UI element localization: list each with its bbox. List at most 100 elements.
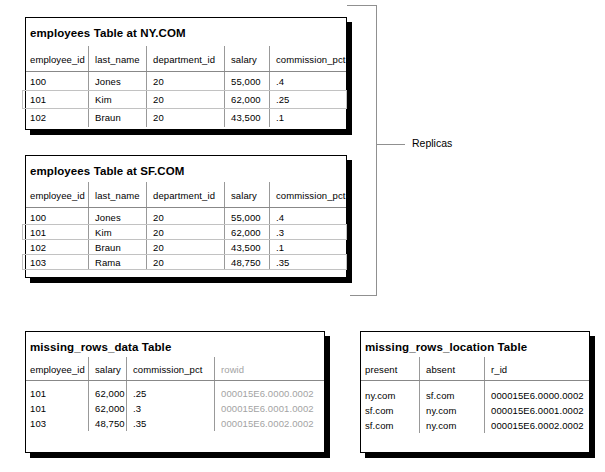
table-cell: 103: [26, 416, 88, 431]
header-gap: [485, 380, 589, 388]
header-underline: [26, 71, 346, 72]
table-cell: 000015E6.0002.0002: [215, 416, 324, 431]
table-grid: presentny.comsf.comsf.comabsentsf.comny.…: [361, 357, 589, 433]
header-underline: [26, 380, 324, 381]
header-underline: [361, 380, 589, 381]
table-cell: 20: [147, 210, 224, 225]
table-cell: sf.com: [420, 388, 484, 403]
column-header: r_id: [485, 357, 589, 380]
column-header: employee_id: [26, 357, 88, 380]
table-cell: .3: [127, 401, 214, 416]
table-employees-sf: employees Table at SF.COM employee_id 100…: [25, 155, 347, 278]
table-cell: 62,000: [225, 225, 269, 240]
table-cell: Braun: [89, 109, 146, 127]
replicas-label: Replicas: [412, 137, 452, 150]
column-header: rowid: [215, 357, 324, 380]
table-cell: .35: [270, 255, 346, 270]
table-cell: Kim: [89, 225, 146, 240]
table-missing-rows-data: missing_rows_data Table employee_id10110…: [25, 331, 325, 453]
table-cell: sf.com: [361, 418, 419, 433]
column-header: commission_pct: [127, 357, 214, 380]
table-cell: 000015E6.0001.0002: [215, 401, 324, 416]
table-missing-rows-location: missing_rows_location Table present ny.co…: [360, 331, 590, 453]
table-cell: 20: [147, 109, 224, 127]
column-header: salary: [225, 182, 269, 207]
replicas-bracket-vertical: [376, 5, 377, 296]
table-grid: employee_id101101103salary62,00062,00048…: [26, 357, 324, 431]
column-header: employee_id: [26, 46, 88, 71]
table-cell: .1: [270, 240, 346, 255]
table-employees-ny: employees Table at NY.COM employee_id 100…: [25, 17, 347, 130]
table-cell: 20: [147, 91, 224, 109]
column-header: department_id: [147, 182, 224, 207]
table-cell: 20: [147, 240, 224, 255]
table-cell: ny.com: [420, 403, 484, 418]
table-cell: .1: [270, 109, 346, 127]
column-header: commission_pct: [270, 46, 346, 71]
replication-diagram: employees Table at NY.COM employee_id 100…: [0, 0, 605, 472]
table-cell: 62,000: [89, 401, 126, 416]
table-cell: 100: [26, 73, 88, 91]
table-column: last_name JonesKimBraun: [88, 46, 146, 127]
table-cell: ny.com: [361, 388, 419, 403]
table-cell: 103: [26, 255, 88, 270]
column-header: absent: [420, 357, 484, 380]
table-cell: 20: [147, 255, 224, 270]
table-cell: 000015E6.0000.0002: [215, 386, 324, 401]
column-header: last_name: [89, 46, 146, 71]
table-title: employees Table at SF.COM: [26, 156, 346, 177]
table-cell: 102: [26, 109, 88, 127]
table-column: commission_pct.4.3.1.35: [269, 182, 346, 270]
replicas-bracket-top: [347, 5, 377, 6]
table-cell: 20: [147, 225, 224, 240]
table-cell: 101: [26, 401, 88, 416]
table-title: employees Table at NY.COM: [26, 18, 346, 39]
replicas-bracket-bottom: [350, 295, 377, 296]
table-cell: Kim: [89, 91, 146, 109]
table-cell: 100: [26, 210, 88, 225]
table-cell: Jones: [89, 73, 146, 91]
table-cell: Jones: [89, 210, 146, 225]
table-column: last_name JonesKimBraunRama: [88, 182, 146, 270]
table-cell: 48,750: [225, 255, 269, 270]
header-underline: [26, 207, 346, 208]
replicas-tick-line: [377, 144, 405, 145]
table-cell: .35: [127, 416, 214, 431]
column-header: present: [361, 357, 419, 380]
table-column: rowid 000015E6.0000.0002000015E6.0001.000…: [214, 357, 324, 431]
table-cell: .4: [270, 73, 346, 91]
header-gap: [361, 380, 419, 388]
column-header: commission_pct: [270, 182, 346, 207]
table-cell: 000015E6.0000.0002: [485, 388, 589, 403]
table-column: department_id20202020: [146, 182, 224, 270]
table-title: missing_rows_location Table: [361, 332, 589, 353]
table-cell: ny.com: [420, 418, 484, 433]
table-cell: 101: [26, 386, 88, 401]
table-cell: 101: [26, 225, 88, 240]
table-cell: 62,000: [225, 91, 269, 109]
table-cell: 101: [26, 91, 88, 109]
table-cell: 62,000: [89, 386, 126, 401]
table-column: employee_id 100101102: [26, 46, 88, 127]
table-column: department_id202020: [146, 46, 224, 127]
table-cell: Rama: [89, 255, 146, 270]
table-column: employee_id 100101102103: [26, 182, 88, 270]
table-cell: 43,500: [225, 240, 269, 255]
table-cell: .4: [270, 210, 346, 225]
table-column: employee_id101101103: [26, 357, 88, 431]
column-header: employee_id: [26, 182, 88, 207]
table-column: salary55,00062,00043,50048,750: [224, 182, 269, 270]
table-cell: .25: [127, 386, 214, 401]
column-header: last_name: [89, 182, 146, 207]
table-cell: 102: [26, 240, 88, 255]
table-cell: sf.com: [361, 403, 419, 418]
table-cell: 48,750: [89, 416, 126, 431]
table-cell: 20: [147, 73, 224, 91]
table-column: commission_pct.4.25.1: [269, 46, 346, 127]
table-cell: 000015E6.0001.0002: [485, 403, 589, 418]
table-grid: employee_id 100101102 last_name JonesKimBra…: [26, 46, 346, 127]
column-header: salary: [225, 46, 269, 71]
table-cell: Braun: [89, 240, 146, 255]
table-column: absentsf.comny.comny.com: [419, 357, 484, 433]
table-column: salary55,00062,00043,500: [224, 46, 269, 127]
